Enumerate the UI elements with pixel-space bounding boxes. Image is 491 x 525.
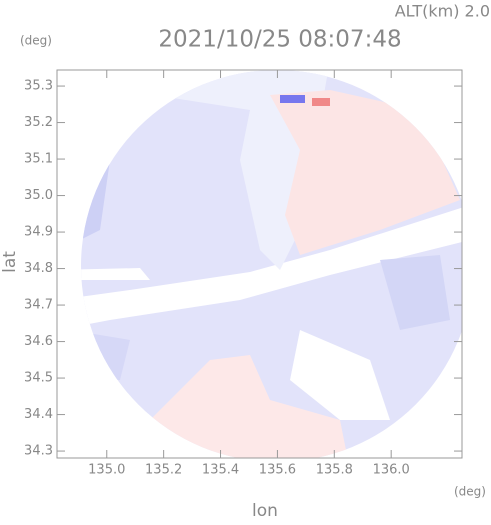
y-tick-label: 34.5 [24,371,53,386]
x-tick-label: 135.0 [88,463,125,478]
altitude: ALT(km) 2.0 [395,2,490,21]
x-axis-label: lon [252,501,278,521]
y-tick-label: 34.9 [24,225,53,240]
x-tick-label: 135.6 [259,463,296,478]
y-tick-label: 35.1 [24,152,53,167]
y-tick-label: 35.0 [24,188,53,203]
chart-title: 2021/10/25 08:07:48 [158,27,401,53]
y-tick-label: 34.3 [24,444,53,459]
x-tick-label: 135.8 [316,463,353,478]
y-tick-label: 34.8 [24,261,53,276]
plot-frame [56,69,463,459]
y-unit: (deg) [20,34,52,48]
y-tick-label: 34.7 [24,298,53,313]
x-unit: (deg) [454,485,486,499]
x-tick-label: 135.4 [202,463,239,478]
y-tick-label: 35.3 [24,79,53,94]
radar-image [81,70,462,458]
y-tick-label: 34.4 [24,407,53,422]
y-axis-label: lat [0,251,20,273]
x-tick-label: 135.2 [145,463,182,478]
y-tick-label: 34.6 [24,334,53,349]
y-tick-label: 35.2 [24,115,53,130]
x-tick-label: 136.0 [373,463,410,478]
